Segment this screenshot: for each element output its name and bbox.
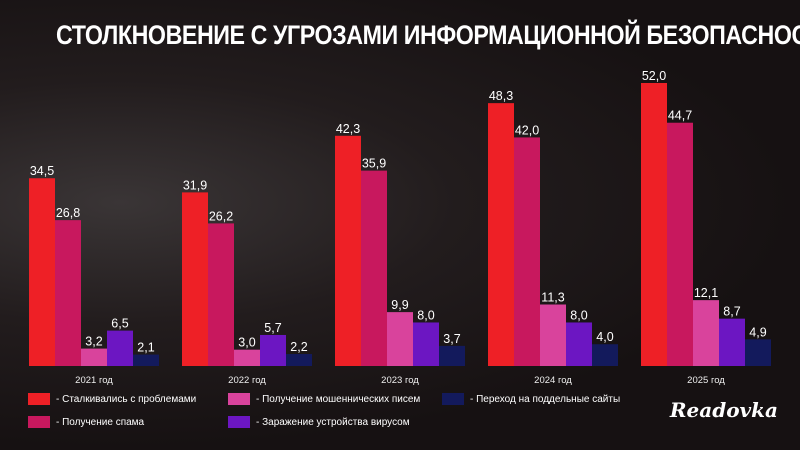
data-label: 35,9	[362, 157, 386, 171]
x-tick-label: 2025 год	[687, 375, 725, 386]
legend-swatch	[28, 416, 50, 428]
readovka-logo: Readovka	[669, 398, 778, 422]
bar	[693, 300, 719, 366]
bar	[719, 318, 745, 366]
page-title: СТОЛКНОВЕНИЕ С УГРОЗАМИ ИНФОРМАЦИОННОЙ Б…	[56, 20, 800, 50]
bar	[566, 322, 592, 366]
data-label: 12,1	[694, 286, 718, 300]
bar	[107, 330, 133, 366]
bar	[514, 137, 540, 366]
x-tick-label: 2023 год	[381, 375, 419, 386]
bar	[641, 83, 667, 366]
x-tick-label: 2022 год	[228, 375, 266, 386]
data-label: 26,8	[56, 206, 80, 220]
bar	[592, 344, 618, 366]
data-label: 52,0	[642, 69, 666, 83]
x-tick-label: 2021 год	[75, 375, 113, 386]
legend-item-fraud: - Получение мошеннических писем	[228, 393, 420, 405]
data-label: 44,7	[668, 109, 692, 123]
legend-item-virus: - Заражение устройства вирусом	[228, 416, 410, 428]
legend-swatch	[28, 393, 50, 405]
data-label: 31,9	[183, 178, 207, 192]
bar	[413, 322, 439, 366]
data-label: 3,7	[443, 332, 460, 346]
data-label: 42,3	[336, 122, 360, 136]
data-label: 3,0	[238, 336, 255, 350]
bar	[335, 135, 361, 366]
data-label: 2,2	[290, 340, 307, 354]
data-label: 3,2	[85, 335, 102, 349]
data-label: 8,0	[570, 308, 587, 322]
data-label: 4,0	[596, 330, 613, 344]
x-tick-label: 2024 год	[534, 375, 572, 386]
legend-label: - Заражение устройства вирусом	[256, 416, 410, 428]
bar	[667, 122, 693, 366]
bar	[208, 223, 234, 366]
bar	[439, 345, 465, 366]
data-label: 9,9	[391, 298, 408, 312]
legend-item-problems: - Сталкивались с проблемами	[28, 393, 196, 405]
data-label: 26,2	[209, 209, 233, 223]
bar	[260, 334, 286, 366]
legend-item-fake-sites: - Переход на поддельные сайты	[442, 393, 620, 405]
data-label: 11,3	[541, 291, 564, 305]
bar	[133, 354, 159, 366]
bar	[286, 354, 312, 366]
legend-item-spam: - Получение спама	[28, 416, 144, 428]
bar	[387, 312, 413, 366]
data-label: 6,5	[111, 317, 128, 331]
data-label: 34,5	[30, 164, 54, 178]
bar	[55, 220, 81, 366]
bar	[29, 178, 55, 366]
legend-label: - Переход на поддельные сайты	[470, 393, 621, 405]
bar	[81, 348, 107, 366]
legend-swatch	[228, 393, 250, 405]
legend-label: - Сталкивались с проблемами	[56, 393, 197, 405]
data-label: 8,0	[417, 308, 434, 322]
bar	[234, 349, 260, 366]
data-label: 2,1	[137, 341, 154, 355]
data-label: 48,3	[489, 89, 513, 103]
bar	[361, 170, 387, 366]
bar	[488, 103, 514, 366]
bar	[540, 304, 566, 366]
data-label: 5,7	[264, 321, 281, 335]
legend-swatch	[228, 416, 250, 428]
data-label: 8,7	[723, 305, 740, 319]
legend-label: - Получение спама	[56, 416, 145, 428]
legend-label: - Получение мошеннических писем	[256, 393, 421, 405]
data-label: 42,0	[515, 123, 539, 137]
data-label: 4,9	[749, 325, 766, 339]
bar	[182, 192, 208, 366]
bar	[745, 339, 771, 366]
legend-swatch	[442, 393, 464, 405]
